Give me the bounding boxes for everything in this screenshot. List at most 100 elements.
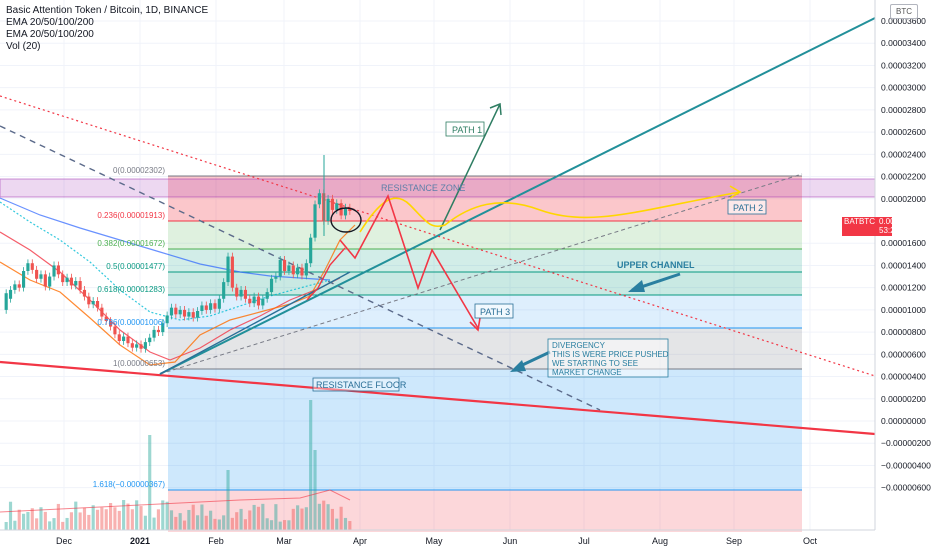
- candle-body: [335, 203, 339, 210]
- candle-body: [283, 259, 287, 271]
- candle-body: [209, 303, 213, 310]
- candle-body: [291, 265, 295, 275]
- candle-body: [296, 267, 300, 275]
- x-tick-label: Feb: [208, 536, 224, 546]
- legend-ema-2[interactable]: EMA 20/50/100/200: [6, 29, 94, 40]
- path-1-label: PATH 1: [452, 125, 482, 135]
- legend-title: Basic Attention Token / Bitcoin, 1D, BIN…: [6, 5, 209, 16]
- short-channel-line: [159, 271, 351, 375]
- y-tick-label: −0.00000400: [881, 460, 931, 470]
- volume-bar: [87, 514, 91, 530]
- fib-zone-5: [168, 328, 802, 369]
- candle-body: [161, 323, 165, 333]
- candle-body: [91, 301, 95, 305]
- fib-level-label: 0.236(0.00001913): [97, 211, 165, 220]
- volume-bar: [43, 511, 47, 530]
- divergency-box: [547, 338, 669, 378]
- annotation-boxes: PATH 1 PATH 2 PATH 3 RESISTANCE ZONE UPP…: [312, 121, 767, 392]
- projection-paths: [306, 102, 742, 372]
- candle-body: [287, 265, 291, 271]
- legend-volume[interactable]: Vol (20): [6, 41, 41, 52]
- volume-bar: [330, 508, 334, 530]
- currency-badge[interactable]: BTC: [890, 4, 918, 19]
- volume-bar: [113, 507, 117, 530]
- volume-bar: [283, 520, 287, 530]
- candle-body: [252, 296, 256, 304]
- price-scale[interactable]: 0.00003600 0.00003400 0.00003200 0.00003000…: [874, 0, 931, 530]
- volume-bar: [348, 521, 352, 530]
- volume-bar: [343, 517, 348, 530]
- volume-bar: [91, 505, 95, 530]
- volume-bar: [17, 509, 21, 530]
- dashed-support-line: [159, 173, 803, 375]
- path-3-arrowhead: [469, 317, 481, 332]
- candle-body: [126, 336, 130, 344]
- volume-bar: [135, 500, 139, 530]
- upper-channel-label: UPPER CHANNEL: [617, 260, 695, 270]
- volume-bar: [109, 502, 113, 530]
- volume-bar: [287, 520, 291, 530]
- volume-bar: [313, 450, 317, 530]
- candle-body: [348, 207, 352, 211]
- volume-bar: [196, 515, 200, 530]
- candle-body: [43, 274, 47, 287]
- volume-bar: [230, 517, 234, 530]
- candle-body: [226, 256, 230, 283]
- ema-50-line: [0, 231, 341, 361]
- volume-bar: [69, 512, 73, 530]
- candle-body: [182, 309, 187, 317]
- candle-body: [256, 296, 261, 306]
- candle-body: [52, 265, 56, 277]
- candle-body: [304, 263, 308, 276]
- candle-body: [178, 309, 182, 315]
- fib-zone-0: [168, 176, 802, 221]
- volume-bar: [30, 508, 34, 530]
- candle-body: [248, 298, 252, 304]
- volume-bar: [65, 517, 69, 530]
- candle-body: [317, 193, 321, 205]
- x-tick-label: Mar: [276, 536, 292, 546]
- fib-level-label: 0.5(0.00001477): [106, 262, 165, 271]
- path-2-arrowhead: [729, 185, 742, 199]
- candle-body: [39, 274, 43, 279]
- path-2-box: [727, 199, 767, 215]
- candle-body: [30, 263, 34, 270]
- volume-bar: [226, 470, 230, 530]
- divergency-line-3: WE STARTING TO SEE: [552, 359, 638, 368]
- volume-bar: [95, 509, 100, 530]
- candle-body: [65, 277, 69, 283]
- fib-level-label: 0(0.00002302): [113, 166, 165, 175]
- volume-bar: [35, 518, 39, 530]
- candle-body: [261, 298, 265, 306]
- candle-body: [8, 289, 13, 299]
- x-tick-label: Jul: [578, 536, 590, 546]
- y-tick-label: 0.00000000: [881, 416, 926, 426]
- fib-zones: [168, 175, 802, 532]
- ema-20-line: [0, 224, 356, 366]
- y-tick-label: −0.00000200: [881, 438, 931, 448]
- volume-bar: [13, 520, 17, 530]
- divergency-line-4: MARKET CHANGE: [552, 368, 622, 377]
- x-tick-label: Dec: [56, 536, 73, 546]
- fib-zone-1: [168, 221, 802, 249]
- volume-bar: [126, 503, 130, 530]
- time-scale[interactable]: Dec 2021 Feb Mar Apr May Jun Jul Aug Sep Oct: [0, 529, 875, 546]
- volume-bar: [139, 506, 143, 530]
- volume-bar: [317, 503, 321, 530]
- volume-bar: [22, 513, 26, 530]
- y-tick-label: 0.00003600: [881, 16, 926, 26]
- legend-ema-1[interactable]: EMA 20/50/100/200: [6, 17, 94, 28]
- candle-body: [187, 312, 191, 317]
- candle-body: [156, 329, 160, 333]
- volume-bar: [104, 509, 108, 530]
- candle-body: [56, 265, 60, 275]
- volume-bar: [74, 501, 78, 530]
- x-tick-label: Sep: [726, 536, 742, 546]
- volume-bar: [300, 508, 304, 530]
- candle-body: [200, 305, 204, 311]
- ema-200-line: [0, 197, 331, 281]
- fib-zone-2: [168, 249, 802, 272]
- candle-body: [4, 293, 8, 310]
- volume-bar: [39, 507, 43, 530]
